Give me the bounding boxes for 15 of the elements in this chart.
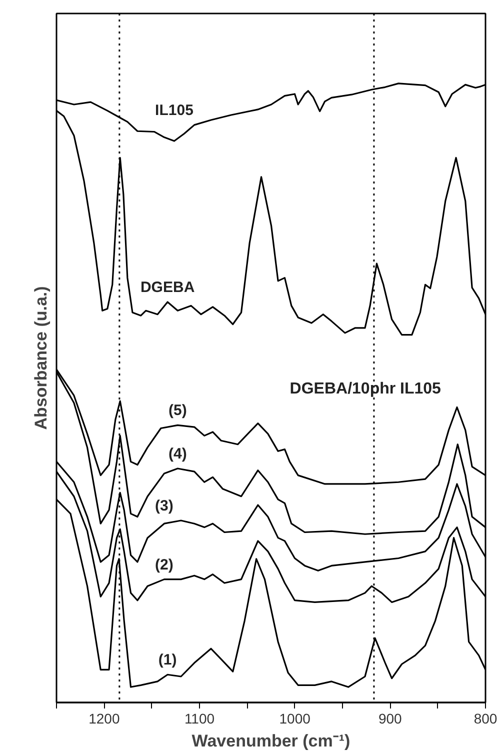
annotation: DGEBA/10phr IL105	[290, 380, 442, 398]
x-tick-label: 1000	[279, 710, 311, 726]
series-label: IL105	[155, 102, 194, 119]
series-label: (3)	[155, 498, 174, 514]
series-label: (4)	[168, 446, 187, 462]
series-label: DGEBA	[140, 278, 195, 296]
x-tick-label: 800	[474, 710, 498, 726]
y-axis-title: Absorbance (u.a.)	[32, 286, 50, 430]
x-axis-title: Wavenumber (cm⁻¹)	[192, 732, 350, 750]
series-label: (5)	[168, 402, 187, 420]
x-tick-label: 1200	[88, 710, 120, 726]
x-tick-label: 900	[378, 710, 402, 726]
series-label: (2)	[155, 556, 174, 574]
series-label: (1)	[158, 652, 177, 669]
x-tick-label: 1100	[184, 710, 215, 726]
